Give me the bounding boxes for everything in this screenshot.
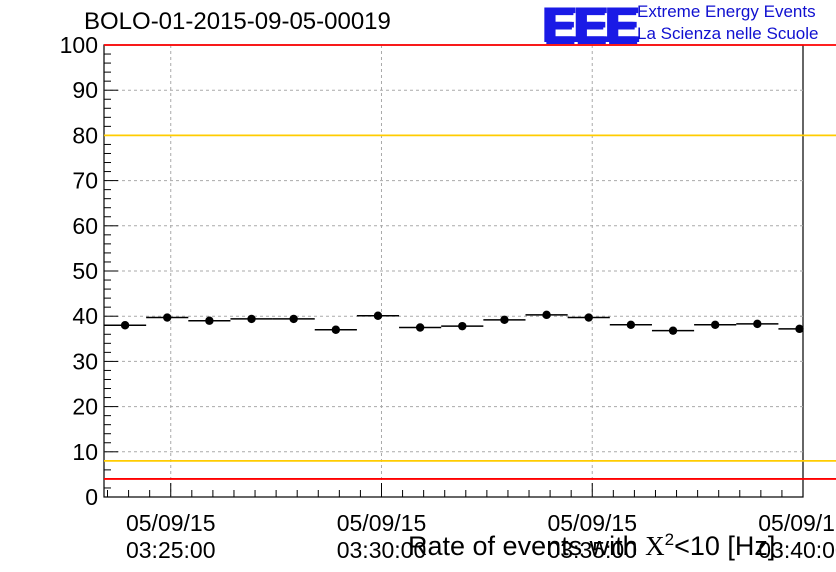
data-point bbox=[458, 321, 467, 331]
x-tick-date-label: 05/09/15 bbox=[758, 510, 836, 536]
data-point bbox=[542, 310, 551, 320]
y-tick-label: 40 bbox=[72, 303, 98, 329]
y-tick-label: 30 bbox=[72, 348, 98, 374]
x-tick-time-label: 03:25:00 bbox=[126, 537, 216, 563]
x-tick-time-label: 03:40:00 bbox=[758, 537, 836, 563]
chart-title: BOLO-01-2015-09-05-00019 bbox=[84, 8, 391, 35]
x-tick-date-label: 05/09/15 bbox=[547, 510, 637, 536]
x-axis-label: Rate of events with X2<10 [Hz] bbox=[408, 530, 775, 562]
x-tick-time-label: 03:30:00 bbox=[337, 537, 427, 563]
data-point bbox=[415, 323, 425, 332]
data-point bbox=[753, 319, 762, 329]
logo-line-1: Extreme Energy Events bbox=[637, 2, 816, 21]
x-tick-date-label: 05/09/15 bbox=[126, 510, 216, 536]
data-point bbox=[247, 314, 256, 324]
x-axis-label-suffix: <10 [Hz] bbox=[674, 531, 776, 561]
x-tick-date-label: 05/09/15 bbox=[337, 510, 427, 536]
data-point bbox=[668, 326, 678, 335]
data-point bbox=[626, 320, 636, 329]
data-point bbox=[584, 313, 593, 322]
x-axis-label-prefix: Rate of events with bbox=[408, 531, 646, 561]
y-tick-label: 100 bbox=[60, 32, 98, 58]
y-tick-label: 0 bbox=[85, 484, 98, 510]
y-tick-label: 10 bbox=[72, 439, 98, 465]
data-point bbox=[373, 311, 383, 320]
data-point bbox=[795, 324, 804, 334]
data-point bbox=[163, 313, 172, 322]
x-axis-label-sup: 2 bbox=[664, 530, 675, 549]
y-tick-label: 60 bbox=[72, 213, 98, 239]
data-point bbox=[710, 320, 720, 329]
data-point bbox=[331, 325, 341, 334]
data-point bbox=[289, 314, 298, 324]
data-point bbox=[205, 316, 214, 325]
x-tick-time-label: 03:35:00 bbox=[547, 537, 637, 563]
data-point bbox=[120, 321, 130, 330]
x-axis-label-chi: X bbox=[645, 531, 665, 561]
logo-line-2: La Scienza nelle Scuole bbox=[637, 24, 819, 43]
y-tick-label: 50 bbox=[72, 258, 98, 284]
y-tick-label: 20 bbox=[72, 394, 98, 420]
data-point bbox=[500, 315, 509, 325]
y-tick-label: 90 bbox=[72, 77, 98, 103]
y-tick-label: 70 bbox=[72, 168, 98, 194]
y-tick-label: 80 bbox=[72, 122, 98, 148]
